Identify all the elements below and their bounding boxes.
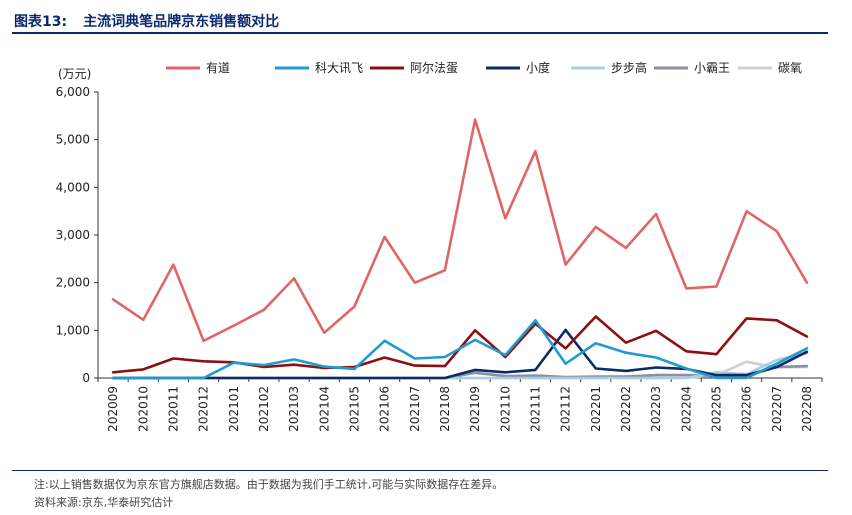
- series-line-有道: [111, 118, 809, 343]
- legend-label-阿尔法蛋: 阿尔法蛋: [410, 60, 458, 75]
- legend-label-有道: 有道: [206, 61, 230, 75]
- x-tick-label: 202107: [408, 386, 422, 432]
- x-tick-label: 202109: [468, 386, 482, 432]
- x-tick-label: 202202: [619, 386, 633, 432]
- figure-title-text: 主流词典笔品牌京东销售额对比: [83, 14, 280, 30]
- x-tick-label: 202010: [136, 386, 150, 432]
- x-tick-label: 202009: [106, 386, 120, 432]
- legend-label-碳氧: 碳氧: [778, 61, 802, 75]
- x-tick-label: 202104: [317, 386, 331, 432]
- x-tick-label: 202111: [528, 386, 542, 432]
- footnote: 注:以上销售数据仅为京东官方旗舰店数据。由于数据为我们手工统计,可能与实际数据存…: [34, 478, 504, 491]
- y-tick-label: 0: [82, 371, 90, 385]
- x-tick-label: 202102: [257, 386, 271, 432]
- x-tick-label: 202205: [709, 386, 723, 432]
- x-tick-label: 202105: [347, 386, 361, 432]
- x-tick-label: 202204: [679, 386, 693, 432]
- legend-label-科大讯飞: 科大讯飞: [315, 61, 363, 75]
- x-tick-label: 202208: [800, 386, 814, 432]
- x-tick-label: 202011: [166, 386, 180, 432]
- series-line-科大讯飞: [111, 318, 809, 380]
- title-bar: [12, 6, 828, 34]
- x-tick-label: 202110: [498, 386, 512, 432]
- legend-label-步步高: 步步高: [611, 60, 647, 75]
- y-tick-label: 2,000: [56, 276, 90, 290]
- x-tick-label: 202201: [589, 386, 603, 432]
- line-chart: (万元) 0 1,000 2,000 3,000 4,000 5,000 6,000 20200…: [56, 60, 823, 432]
- x-tick-label: 202101: [227, 386, 241, 432]
- x-tick-label: 202103: [287, 386, 301, 432]
- source-note: 资料来源:京东,华泰研究估计: [34, 496, 174, 509]
- figure-title: 图表13: 主流词典笔品牌京东销售额对比: [14, 11, 279, 31]
- x-tick-label: 202108: [438, 386, 452, 432]
- x-tick-label: 202207: [770, 386, 784, 432]
- y-axis-unit-label: (万元): [58, 67, 91, 81]
- x-tick-label: 202106: [378, 386, 392, 432]
- x-tick-label: 202112: [559, 386, 573, 432]
- figure-label: 图表13:: [14, 14, 68, 30]
- x-tick-label: 202206: [740, 386, 754, 432]
- y-tick-label: 5,000: [56, 133, 90, 147]
- y-tick-label: 1,000: [56, 323, 90, 337]
- y-tick-label: 6,000: [56, 85, 90, 99]
- x-tick-label: 202203: [649, 386, 663, 432]
- legend-label-小度: 小度: [526, 60, 550, 75]
- footer-divider: [12, 470, 828, 471]
- x-tick-label: 202012: [197, 386, 211, 432]
- legend-label-小霸王: 小霸王: [694, 61, 730, 75]
- y-tick-label: 3,000: [56, 228, 90, 242]
- y-tick-label: 4,000: [56, 180, 90, 194]
- series-line-阿尔法蛋: [111, 315, 809, 374]
